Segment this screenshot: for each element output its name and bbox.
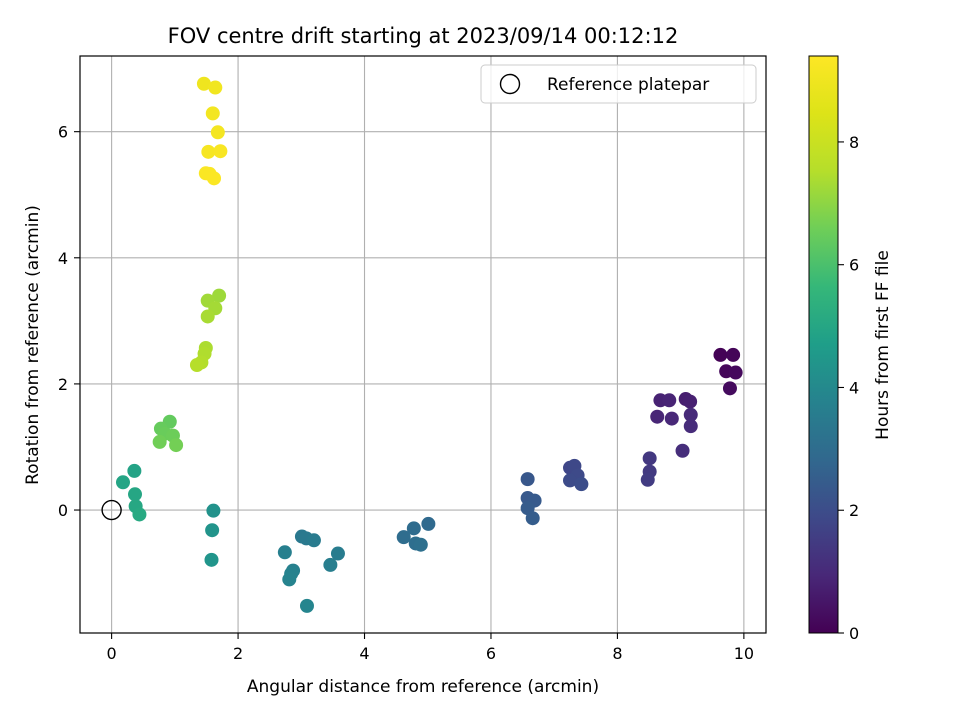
y-tick-label: 2 [58,375,68,394]
reference-platepar-marker [101,499,122,521]
chart-title: FOV centre drift starting at 2023/09/14 … [168,24,679,48]
legend-marker [499,73,521,95]
y-tick-label: 6 [58,123,68,142]
y-tick-label: 0 [58,501,68,520]
data-point [525,511,540,526]
data-point [683,394,698,409]
x-tick-label: 10 [734,644,754,663]
data-point [640,472,655,487]
colorbar-tick-label: 2 [849,501,859,520]
colorbar-ticks: 0 2 4 6 8 [838,133,859,643]
data-point [210,125,225,140]
x-tick-label: 0 [107,644,117,663]
data-point [713,347,728,362]
colorbar-tick-label: 4 [849,378,859,397]
data-point [650,409,665,424]
data-point [189,357,204,372]
data-point [213,144,228,159]
x-tick-label: 2 [233,644,243,663]
data-point [728,365,743,380]
data-point [299,598,314,613]
x-tick-label: 8 [612,644,622,663]
data-point [132,507,147,522]
data-point [207,171,222,186]
x-tick-label: 4 [359,644,369,663]
data-point [396,530,411,545]
data-point [201,144,216,159]
colorbar: 0 2 4 6 8 Hours from first FF file [808,55,893,643]
data-point [277,545,292,560]
legend-label: Reference platepar [547,75,709,95]
grid [80,56,766,633]
x-axis-label: Angular distance from reference (arcmin) [247,677,599,697]
data-point [152,434,167,449]
data-point [722,381,737,396]
data-point [675,443,690,458]
colorbar-label: Hours from first FF file [873,250,893,440]
colorbar-tick-label: 6 [849,256,859,275]
data-point [282,572,297,587]
x-tick-label: 6 [486,644,496,663]
data-point [115,475,130,490]
data-point [205,523,220,538]
colorbar-gradient [808,55,839,634]
data-point [726,347,741,362]
data-point [563,473,577,488]
data-point [574,477,589,492]
legend-box [480,64,757,104]
data-points [115,76,743,613]
data-point [662,393,677,408]
data-point [330,546,345,561]
data-point [205,106,220,121]
data-point [664,411,679,426]
data-point [200,309,215,324]
data-point [204,552,219,567]
y-tick-label: 4 [58,249,68,268]
data-point [520,472,535,487]
data-point [683,419,698,434]
colorbar-tick-label: 8 [849,133,859,152]
plot-frame [79,55,767,634]
data-point [127,463,142,478]
data-point [208,80,223,95]
data-point [642,451,657,466]
data-point [306,533,321,548]
colorbar-tick-label: 0 [849,624,859,643]
data-point [206,503,221,518]
y-axis-ticks: 0 2 4 6 [58,123,80,520]
x-axis-ticks: 0 2 4 6 8 10 [107,633,754,663]
data-point [128,487,143,502]
legend: Reference platepar [480,64,757,104]
data-point [196,76,211,91]
data-point [212,288,227,303]
y-axis-label: Rotation from reference (arcmin) [23,205,43,485]
data-point [406,521,421,536]
data-point [421,516,436,531]
data-point [683,407,698,422]
data-point [169,438,184,453]
data-point [323,557,338,572]
data-point [413,537,428,552]
